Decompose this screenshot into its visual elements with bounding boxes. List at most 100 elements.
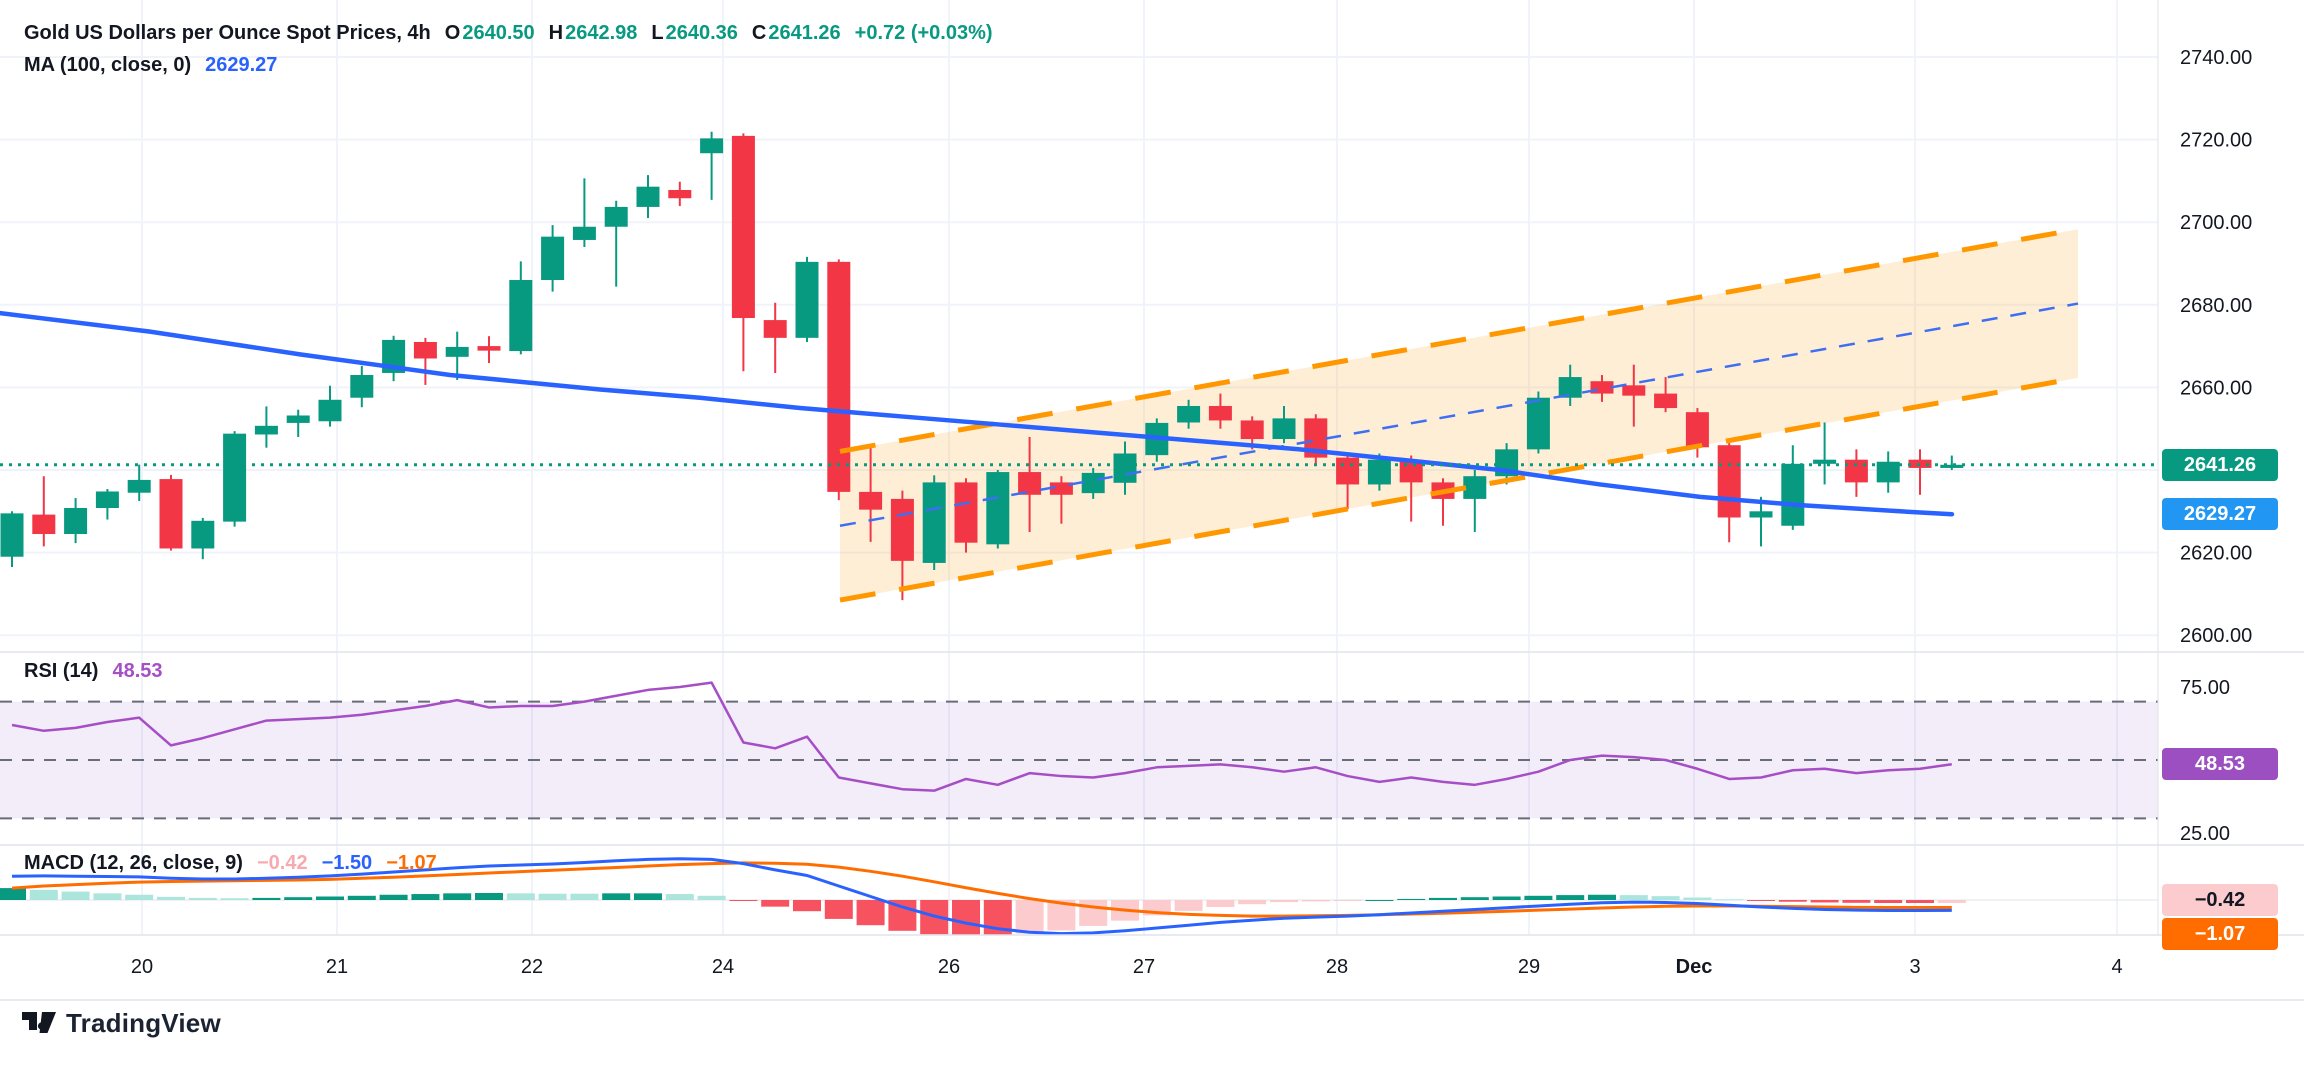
macd-histogram-bar	[1079, 900, 1108, 926]
tradingview-logo[interactable]: TradingView	[22, 1008, 221, 1039]
macd-legend[interactable]: MACD (12, 26, close, 9) −0.42 −1.50 −1.0…	[24, 852, 437, 875]
candle-body	[1367, 459, 1391, 485]
macd-histogram-bar	[29, 889, 58, 900]
candle-body	[1781, 463, 1805, 526]
candle-body	[1844, 459, 1868, 483]
candle-body	[1049, 482, 1073, 495]
axis-label: 2660.00	[2180, 377, 2252, 399]
symbol-title: Gold US Dollars per Ounce Spot Prices, 4…	[24, 22, 431, 44]
candle-body	[1526, 397, 1550, 450]
ohlc-open: O 2640.50	[444, 22, 535, 44]
time-axis-label: 26	[938, 956, 960, 978]
candle-body	[95, 491, 119, 508]
macd-histogram-bar	[697, 895, 726, 900]
tradingview-logo-text: TradingView	[66, 1008, 221, 1038]
macd-histogram-bar	[316, 896, 344, 900]
candle-body	[127, 479, 151, 493]
candle-body	[1113, 453, 1137, 483]
macd-histogram-bar	[1270, 900, 1298, 903]
macd-histogram-bar	[1651, 896, 1680, 900]
macd-histogram-bar	[1492, 896, 1521, 900]
candle-body	[731, 135, 755, 319]
rsi-value-badge: 48.53	[2162, 748, 2278, 780]
price-axis[interactable]: 2740.00 2720.00 2700.00 2680.00 2660.00 2620.…	[2180, 47, 2252, 647]
macd-histogram-bar	[1397, 898, 1426, 900]
candle-body	[1336, 457, 1360, 485]
time-axis-label: 28	[1326, 956, 1348, 978]
candle-body	[986, 472, 1010, 545]
macd-histogram-bar	[1174, 900, 1203, 911]
macd-histogram-bar	[506, 893, 535, 900]
candle-body	[1940, 464, 1964, 468]
ohlc-high: H 2642.98	[548, 22, 638, 44]
macd-histogram-bar	[1238, 900, 1267, 905]
ma-value: 2629.27	[205, 54, 278, 76]
time-axis-label: 24	[712, 956, 734, 978]
candle-body	[1304, 418, 1328, 458]
axis-label: 2740.00	[2180, 47, 2252, 69]
candle-body	[954, 482, 978, 543]
symbol-legend[interactable]: Gold US Dollars per Ounce Spot Prices, 4…	[24, 22, 993, 45]
macd-histogram-bar	[1301, 900, 1330, 902]
ohlc-close: C 2641.26	[751, 22, 841, 44]
candle-body	[1208, 405, 1232, 421]
candle-body	[509, 280, 533, 352]
macd-histogram-bar	[1937, 900, 1966, 903]
macd-histogram-bar	[1715, 899, 1744, 901]
candle-body	[827, 261, 851, 492]
macd-histogram-bar	[1619, 895, 1648, 900]
rsi-legend[interactable]: RSI (14) 48.53	[24, 660, 163, 683]
macd-histogram-bar	[1778, 900, 1807, 902]
macd-histogram-bar	[1524, 895, 1553, 900]
macd-histogram-bar	[570, 893, 599, 900]
macd-hist-badge: −0.42	[2162, 884, 2278, 916]
candle-body	[1749, 511, 1773, 518]
candle-body	[636, 186, 660, 207]
macd-histogram-bar	[61, 891, 90, 900]
last-price-badge: 2641.26	[2162, 449, 2278, 481]
axis-label: 2700.00	[2180, 212, 2252, 234]
macd-histogram-bar	[602, 893, 631, 900]
macd-histogram-bar	[1588, 894, 1616, 900]
macd-histogram-bar	[284, 897, 313, 900]
candle-body	[64, 507, 88, 535]
candle-body	[541, 236, 565, 281]
macd-hist-value: −0.42	[256, 852, 308, 874]
ma-price-badge: 2629.27	[2162, 498, 2278, 530]
candle-body	[477, 346, 501, 351]
macd-histogram-bar	[824, 900, 853, 919]
time-axis-label: Dec	[1676, 956, 1713, 978]
candle-body	[445, 346, 469, 357]
candle-body	[922, 482, 946, 563]
time-axis-label: 3	[1909, 956, 1920, 978]
candle-body	[1590, 381, 1614, 394]
candle-body	[1654, 393, 1678, 409]
candle-body	[223, 433, 247, 522]
candle-body	[1813, 459, 1837, 464]
axis-label: 2620.00	[2180, 543, 2252, 565]
macd-panel	[0, 857, 2158, 935]
macd-histogram-bar	[761, 900, 790, 907]
ma-legend[interactable]: MA (100, close, 0) 2629.27	[24, 54, 277, 77]
rsi-line	[11, 681, 1952, 792]
macd-histogram-bar	[1747, 900, 1775, 901]
macd-line	[11, 857, 1952, 935]
macd-histogram-bar	[1810, 900, 1839, 903]
candle-body	[159, 479, 183, 549]
time-axis-label: 27	[1133, 956, 1155, 978]
macd-histogram-bar	[1206, 900, 1235, 907]
macd-histogram-bar	[93, 893, 122, 900]
rsi-axis[interactable]: 75.00 25.00	[2180, 677, 2230, 845]
time-axis[interactable]: 20 21 22 24 26 27 28 29 Dec 3 4	[131, 956, 2123, 978]
ohlc-low: L 2640.36	[651, 22, 738, 44]
candle-body	[859, 491, 883, 510]
channel-mid-line	[839, 302, 2079, 527]
candle-body	[1463, 476, 1487, 499]
macd-histogram-bar	[443, 893, 472, 900]
candle-body	[254, 425, 278, 435]
time-axis-label: 4	[2111, 956, 2122, 978]
macd-histogram-bar	[952, 900, 980, 935]
tradingview-logo-icon	[22, 1011, 56, 1033]
